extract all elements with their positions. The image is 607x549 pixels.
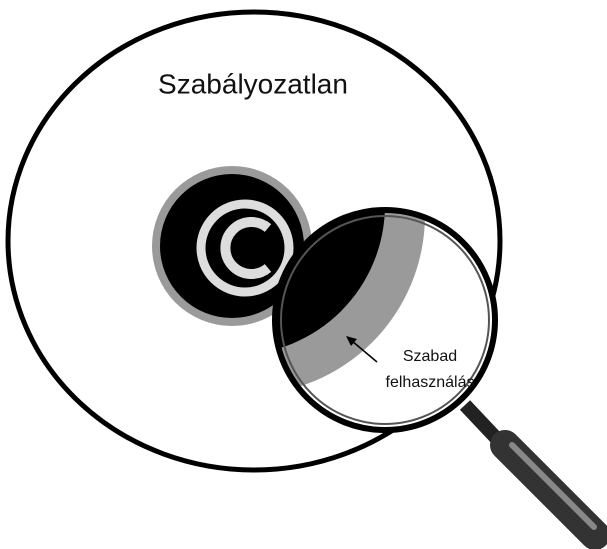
lens-label: Szabad — [403, 348, 457, 365]
diagram: Szabályozatlan Szabad felhasználás — [0, 0, 607, 549]
lens-label: felhasználás — [386, 374, 475, 391]
outer-label: Szabályozatlan — [158, 68, 348, 99]
